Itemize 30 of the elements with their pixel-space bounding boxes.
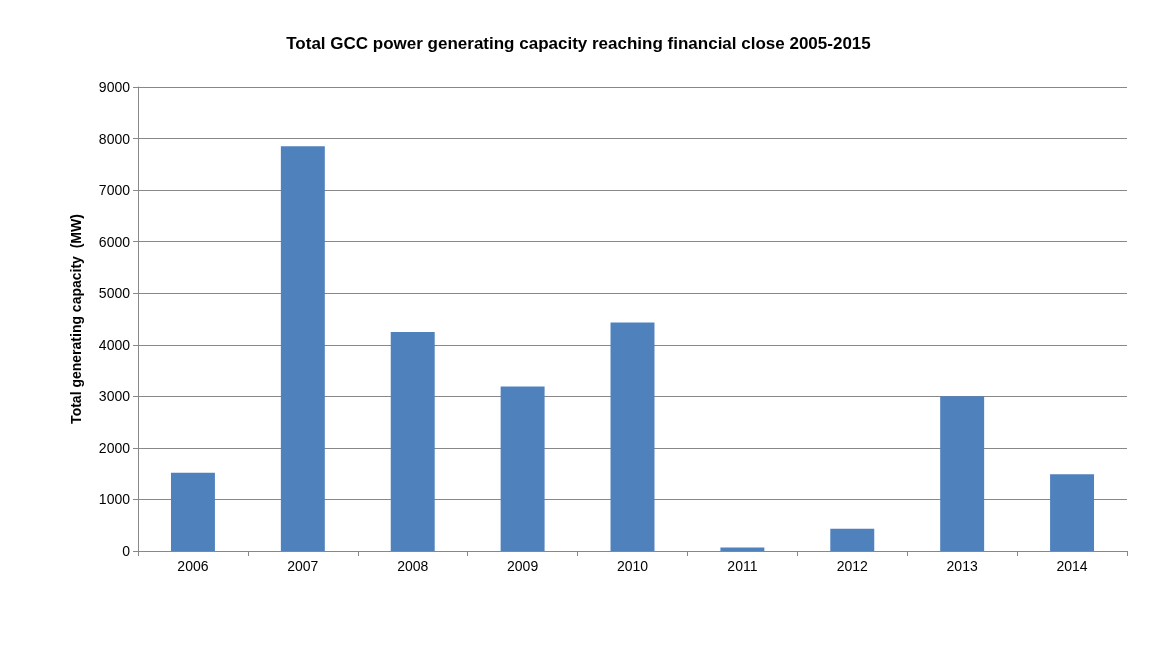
- x-tick-label: 2012: [836, 558, 869, 574]
- y-tick-label: 9000: [98, 79, 131, 95]
- x-tick-label: 2008: [397, 558, 429, 574]
- y-tick-label: 1000: [98, 491, 131, 508]
- x-tick-label: 2007: [287, 558, 319, 574]
- x-tick-label: 2014: [1056, 558, 1088, 574]
- bar: [1050, 474, 1095, 551]
- bar: [940, 396, 985, 551]
- bar: [280, 146, 325, 551]
- x-tick-label: 2011: [727, 558, 758, 574]
- y-axis-title: Total generating capacity (MW): [68, 214, 84, 424]
- y-tick-label: 8000: [98, 130, 131, 147]
- bar: [830, 528, 875, 551]
- bar: [170, 472, 215, 551]
- bar: [720, 547, 765, 551]
- bar: [500, 386, 545, 551]
- bar: [610, 322, 655, 551]
- y-tick-label: 3000: [98, 388, 131, 405]
- y-tick-label: 7000: [98, 182, 131, 199]
- chart-title: Total GCC power generating capacity reaching financial close 2005-2015: [286, 34, 871, 53]
- bar: [390, 331, 435, 551]
- y-tick-label: 4000: [98, 336, 131, 353]
- y-tick-label: 2000: [98, 439, 131, 456]
- y-tick-label: 6000: [98, 233, 131, 250]
- x-tick-label: 2013: [946, 558, 978, 574]
- x-tick-label: 2009: [507, 558, 539, 574]
- y-tick-label: 5000: [98, 285, 131, 302]
- y-tick-label: 0: [122, 543, 131, 559]
- x-tick-label: 2010: [616, 558, 649, 574]
- x-tick-label: 2006: [177, 558, 209, 574]
